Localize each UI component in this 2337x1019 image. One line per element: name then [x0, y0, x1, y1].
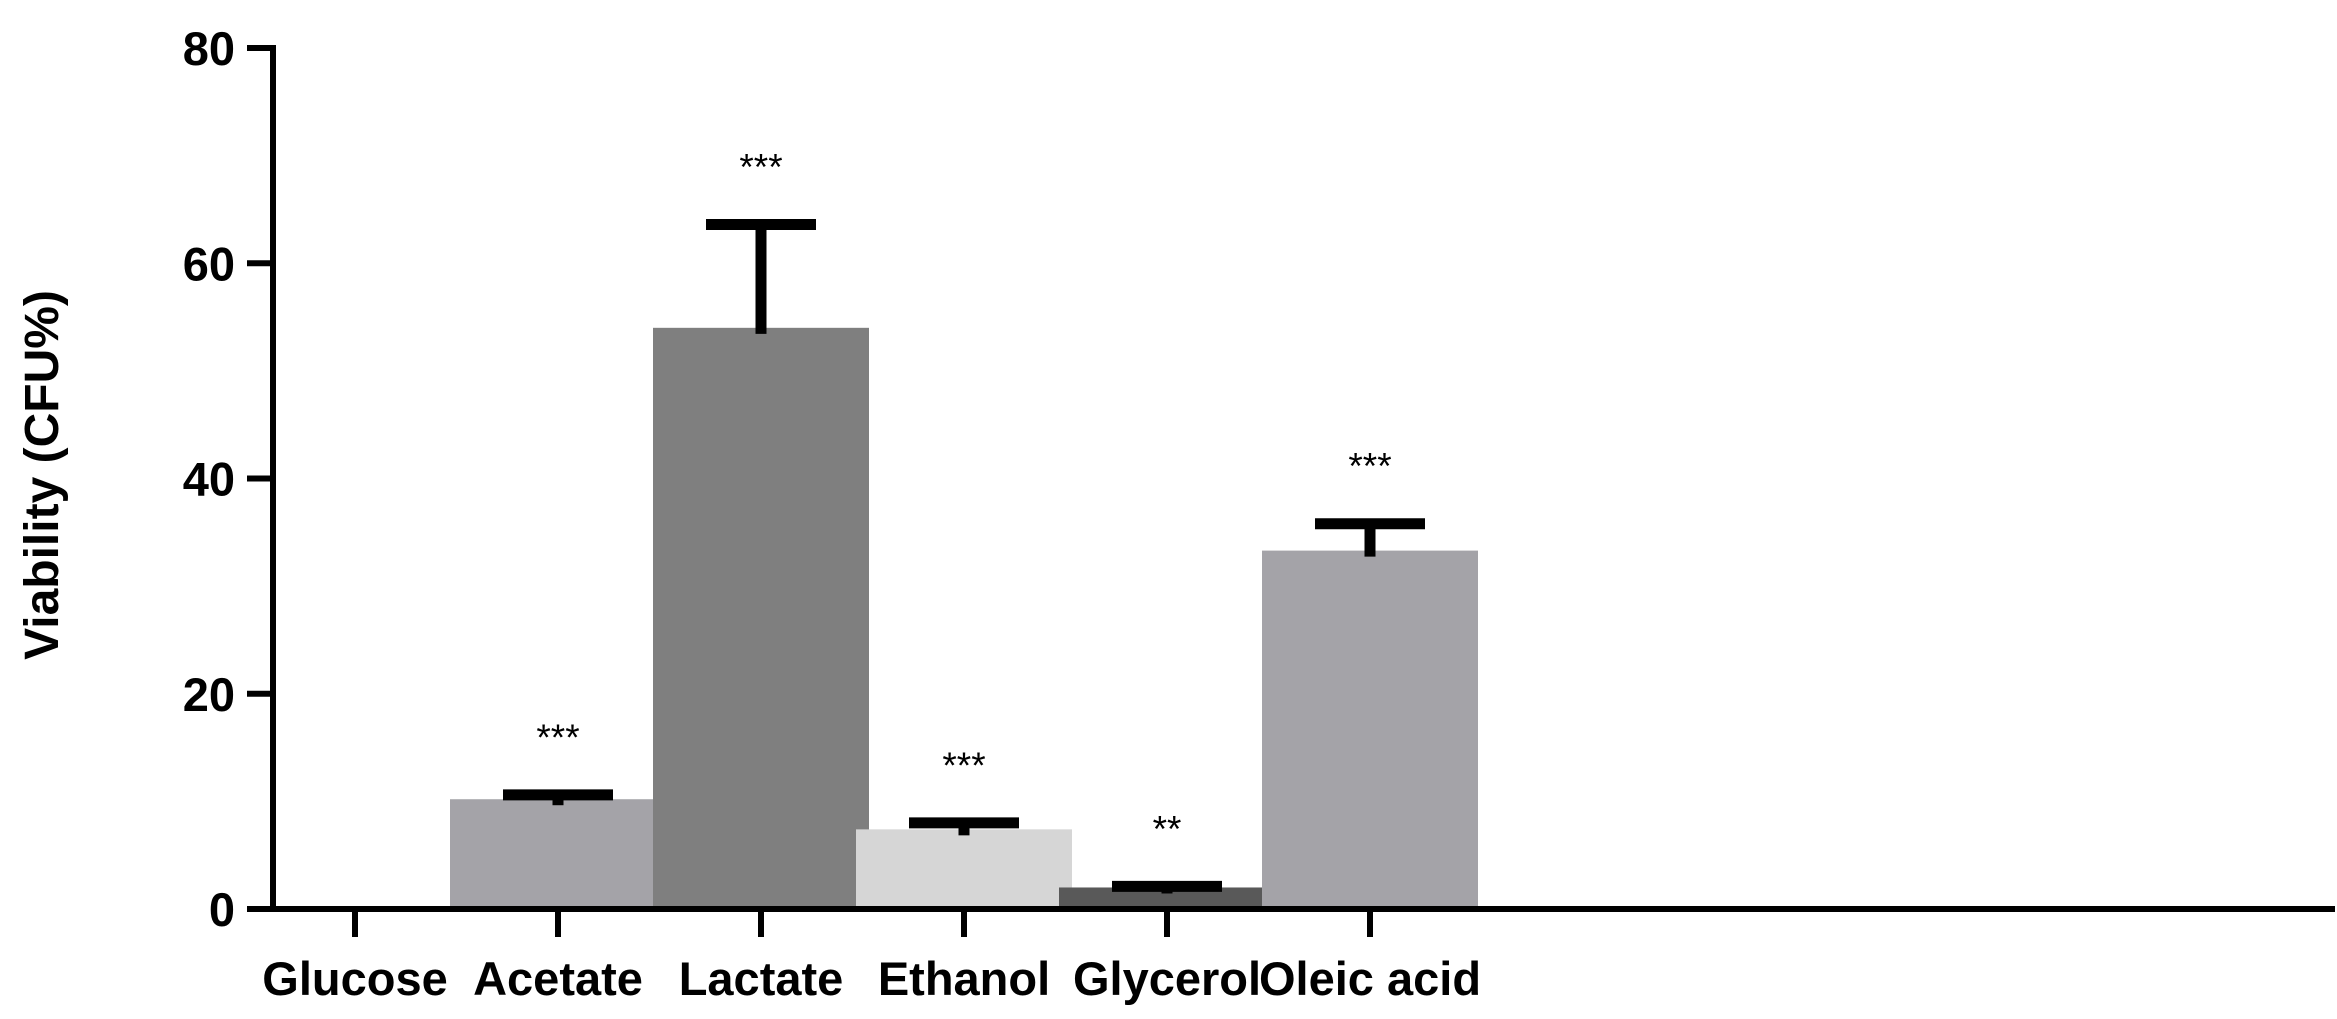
- error-bar-lactate: [706, 219, 816, 334]
- bar-acetate: [450, 799, 666, 909]
- error-bars-layer: [503, 219, 1425, 894]
- x-tick-label: Oleic acid: [1259, 952, 1481, 1005]
- y-tick-label: 20: [183, 668, 235, 721]
- x-tick-label: Ethanol: [878, 952, 1050, 1005]
- y-tick-label: 80: [183, 22, 235, 75]
- axes-layer: [247, 45, 2335, 937]
- significance-label: ***: [739, 147, 782, 188]
- labels-layer: Glucose *** Acetate *** Lactate *** Ethanol ** G…: [183, 22, 1481, 1005]
- error-bar-acetate: [503, 789, 613, 806]
- x-tick-label: Acetate: [473, 952, 643, 1005]
- x-tick-label: Lactate: [679, 952, 844, 1005]
- significance-label: **: [1153, 808, 1182, 849]
- y-tick-label: 40: [183, 453, 235, 506]
- x-tick-label: Glucose: [262, 952, 447, 1005]
- bar-oleic-acid: [1262, 550, 1478, 909]
- significance-label: ***: [942, 745, 985, 786]
- significance-label: ***: [1348, 446, 1391, 487]
- y-tick-label: 60: [183, 237, 235, 290]
- bars-layer: [450, 327, 1478, 909]
- y-tick-label: 0: [209, 883, 235, 936]
- y-axis-title: Viability (CFU%): [16, 290, 69, 660]
- x-tick-label: Glycerol: [1073, 952, 1261, 1005]
- bar-glycerol: [1059, 887, 1275, 909]
- significance-label: ***: [536, 717, 579, 758]
- bar-lactate: [653, 327, 869, 909]
- error-bar-glycerol: [1112, 880, 1222, 894]
- error-bar-ethanol: [909, 817, 1019, 836]
- error-bar-oleic-acid: [1315, 518, 1425, 557]
- bar-ethanol: [856, 829, 1072, 909]
